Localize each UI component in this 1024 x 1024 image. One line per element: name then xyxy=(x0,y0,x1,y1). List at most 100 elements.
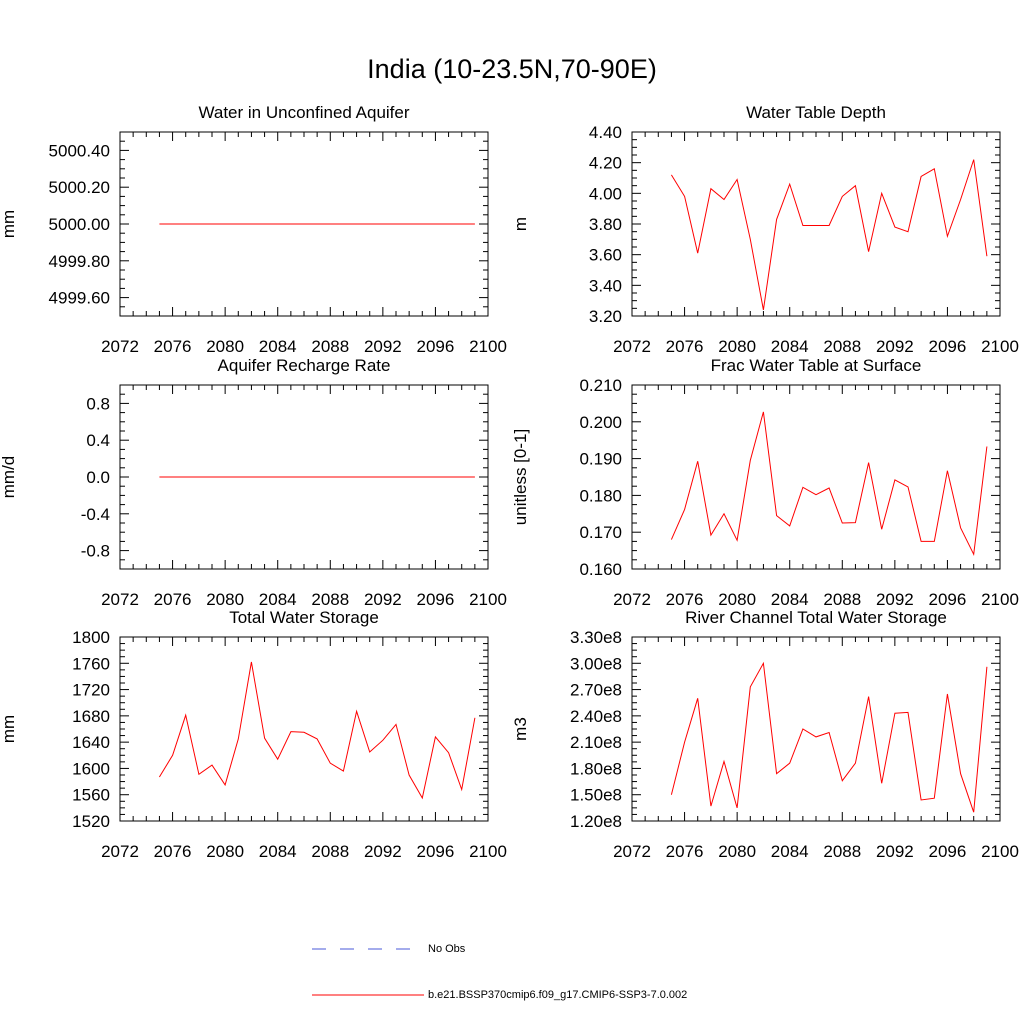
y-tick-label: 3.30e8 xyxy=(570,628,622,647)
x-tick-label: 2088 xyxy=(311,842,349,861)
y-tick-label: 1520 xyxy=(72,812,110,831)
x-tick-label: 2100 xyxy=(469,590,507,609)
y-axis-label: unitless [0-1] xyxy=(511,429,530,525)
x-tick-label: 2092 xyxy=(364,842,402,861)
x-tick-label: 2080 xyxy=(718,590,756,609)
y-tick-label: 5000.00 xyxy=(49,215,110,234)
x-tick-label: 2072 xyxy=(101,590,139,609)
plot-frame xyxy=(631,636,1001,822)
chart-title: Water in Unconfined Aquifer xyxy=(198,103,409,122)
y-tick-label: 3.80 xyxy=(589,215,622,234)
y-axis-label: m xyxy=(511,217,530,231)
x-tick-label: 2092 xyxy=(876,590,914,609)
chart-panel-6: River Channel Total Water Storage m3 2072 2… xyxy=(511,608,1019,861)
x-tick-label: 2100 xyxy=(469,337,507,356)
x-tick-label: 2096 xyxy=(417,337,455,356)
y-tick-label: 4.00 xyxy=(589,184,622,203)
y-axis-label: mm xyxy=(0,715,18,743)
y-tick-label: 1760 xyxy=(72,654,110,673)
x-tick-label: 2072 xyxy=(613,590,651,609)
series-line xyxy=(670,411,988,557)
y-tick-label: 4.40 xyxy=(589,123,622,142)
x-tick-label: 2096 xyxy=(929,337,967,356)
x-tick-label: 2080 xyxy=(206,337,244,356)
y-tick-label: 4999.60 xyxy=(49,289,110,308)
x-tick-label: 2084 xyxy=(771,590,809,609)
x-tick-label: 2084 xyxy=(259,337,297,356)
y-tick-label: 3.00e8 xyxy=(570,654,622,673)
x-tick-label: 2076 xyxy=(154,590,192,609)
y-tick-label: 1560 xyxy=(72,786,110,805)
x-tick-label: 2100 xyxy=(981,590,1019,609)
y-tick-label: 1640 xyxy=(72,733,110,752)
y-tick-label: 2.40e8 xyxy=(570,707,622,726)
chart-panel-1: Water in Unconfined Aquifer mm 2072 2076 208… xyxy=(0,103,507,356)
x-tick-label: 2096 xyxy=(417,590,455,609)
chart-title: Aquifer Recharge Rate xyxy=(218,356,391,375)
x-tick-label: 2092 xyxy=(876,842,914,861)
x-tick-label: 2088 xyxy=(823,590,861,609)
y-tick-label: 5000.40 xyxy=(49,141,110,160)
x-tick-label: 2072 xyxy=(613,337,651,356)
legend-line-swatch xyxy=(312,948,424,950)
x-tick-label: 2084 xyxy=(771,842,809,861)
x-tick-label: 2076 xyxy=(154,842,192,861)
x-tick-label: 2096 xyxy=(929,842,967,861)
x-tick-label: 2076 xyxy=(666,590,704,609)
legend-item: No Obs xyxy=(312,941,465,957)
x-tick-label: 2088 xyxy=(311,337,349,356)
x-tick-label: 2080 xyxy=(718,337,756,356)
x-tick-label: 2100 xyxy=(469,842,507,861)
legend-label: No Obs xyxy=(428,943,466,955)
x-tick-label: 2080 xyxy=(718,842,756,861)
x-tick-label: 2072 xyxy=(101,842,139,861)
y-tick-label: 5000.20 xyxy=(49,178,110,197)
y-tick-label: 1600 xyxy=(72,759,110,778)
x-tick-label: 2088 xyxy=(823,842,861,861)
x-tick-label: 2076 xyxy=(154,337,192,356)
y-tick-label: 3.20 xyxy=(589,307,622,326)
x-tick-label: 2100 xyxy=(981,337,1019,356)
legend-line-swatch xyxy=(312,994,424,996)
y-tick-label: 0.8 xyxy=(86,394,110,413)
x-tick-label: 2080 xyxy=(206,842,244,861)
y-tick-label: 0.190 xyxy=(579,450,622,469)
y-tick-label: 0.200 xyxy=(579,413,622,432)
chart-panel-2: Water Table Depth m 2072 2076 2080 2084 2088 20… xyxy=(511,103,1019,356)
y-tick-label: 1.50e8 xyxy=(570,786,622,805)
y-tick-label: 0.210 xyxy=(579,376,622,395)
x-tick-label: 2072 xyxy=(101,337,139,356)
x-tick-label: 2076 xyxy=(666,842,704,861)
page-title: India (10-23.5N,70-90E) xyxy=(367,54,657,84)
series-line xyxy=(670,661,988,813)
series-line xyxy=(670,159,988,310)
x-tick-label: 2076 xyxy=(666,337,704,356)
x-tick-label: 2092 xyxy=(876,337,914,356)
chart-title: Frac Water Table at Surface xyxy=(711,356,922,375)
chart-panel-5: Total Water Storage mm 2072 2076 2080 2084 208… xyxy=(0,608,507,861)
y-tick-label: -0.8 xyxy=(81,542,110,561)
y-tick-label: 1680 xyxy=(72,707,110,726)
plot-frame xyxy=(631,384,1001,570)
legend-item: b.e21.BSSP370cmip6.f09_g17.CMIP6-SSP3-7.… xyxy=(312,987,687,1003)
y-tick-label: 2.10e8 xyxy=(570,733,622,752)
y-axis-label: mm/d xyxy=(0,456,18,499)
y-tick-label: 0.160 xyxy=(579,560,622,579)
plot-frame xyxy=(119,636,489,822)
y-tick-label: 1800 xyxy=(72,628,110,647)
y-tick-label: 2.70e8 xyxy=(570,681,622,700)
x-tick-label: 2088 xyxy=(823,337,861,356)
x-tick-label: 2072 xyxy=(613,842,651,861)
y-axis-label: m3 xyxy=(511,717,530,741)
y-tick-label: 3.40 xyxy=(589,276,622,295)
x-tick-label: 2096 xyxy=(929,590,967,609)
chart-title: River Channel Total Water Storage xyxy=(685,608,947,627)
x-tick-label: 2096 xyxy=(417,842,455,861)
x-tick-label: 2084 xyxy=(771,337,809,356)
y-axis-label: mm xyxy=(0,210,18,238)
y-tick-label: 4999.80 xyxy=(49,252,110,271)
x-tick-label: 2088 xyxy=(311,590,349,609)
y-tick-label: 1.20e8 xyxy=(570,812,622,831)
series-line xyxy=(158,661,476,800)
